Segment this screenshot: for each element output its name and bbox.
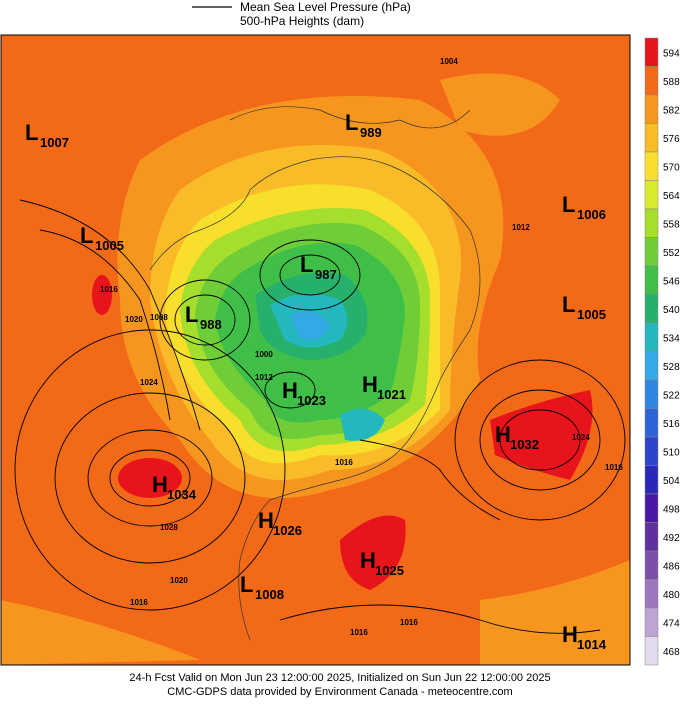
colorbar-label: 516 (663, 419, 680, 430)
center-value: 1021 (377, 387, 406, 402)
colorbar-cell (644, 208, 659, 238)
center-value: 1034 (167, 487, 197, 502)
colorbar-cell (644, 151, 659, 181)
center-letter: H (282, 378, 298, 403)
center-letter: H (562, 622, 578, 647)
center-value: 1008 (255, 587, 284, 602)
colorbar-label: 522 (663, 390, 680, 401)
isobar-label: 1016 (350, 628, 368, 637)
center-letter: L (25, 120, 38, 145)
isobar-label: 1016 (130, 598, 148, 607)
colorbar-cell (644, 322, 659, 352)
isobar-label: 1016 (605, 463, 623, 472)
footer-line1: 24-h Fcst Valid on Mon Jun 23 12:00:00 2… (129, 672, 550, 684)
legend-pressure: Mean Sea Level Pressure (hPa) (240, 0, 411, 14)
footer-line2: CMC-GDPS data provided by Environment Ca… (167, 686, 512, 698)
colorbar-label: 468 (663, 647, 680, 658)
colorbar-label: 546 (663, 276, 680, 287)
isobar-label: 1016 (335, 458, 353, 467)
colorbar-cell (644, 237, 659, 267)
colorbar-cell (644, 579, 659, 609)
legend-heights: 500-hPa Heights (dam) (240, 14, 364, 28)
center-value: 1032 (510, 437, 539, 452)
isobar-label: 1020 (170, 576, 188, 585)
colorbar-cell (644, 265, 659, 295)
colorbar-label: 528 (663, 362, 680, 373)
colorbar-cell (644, 436, 659, 466)
colorbar-cell (644, 379, 659, 409)
isobar-label: 1024 (572, 433, 590, 442)
center-letter: L (240, 572, 253, 597)
colorbar-cell (644, 550, 659, 580)
colorbar-cell (644, 636, 659, 666)
colorbar-cell (644, 522, 659, 552)
center-letter: L (185, 302, 198, 327)
colorbar-label: 594 (663, 48, 680, 59)
colorbar-label: 504 (663, 476, 680, 487)
colorbar-cell (644, 94, 659, 124)
colorbar-label: 564 (663, 191, 680, 202)
colorbar-label: 552 (663, 248, 680, 259)
map (0, 34, 631, 666)
center-value: 1006 (577, 207, 606, 222)
colorbar-label: 540 (663, 305, 680, 316)
isobar-label: 1012 (512, 223, 530, 232)
isobar-labels: 1004 1012 1016 1020 1008 1024 1028 1020 1016 1016… (100, 57, 623, 637)
colorbar-cell (644, 408, 659, 438)
center-letter: L (345, 110, 358, 135)
colorbar-label: 486 (663, 561, 680, 572)
colorbar-cell (644, 37, 659, 67)
isobar-label: 1016 (400, 618, 418, 627)
center-letter: H (362, 372, 378, 397)
isobar-label: 1008 (150, 313, 168, 322)
colorbar-label: 576 (663, 134, 680, 145)
colorbar-cell (644, 123, 659, 153)
colorbar-cell (644, 180, 659, 210)
center-value: 1025 (375, 563, 404, 578)
colorbar-label: 588 (663, 77, 680, 88)
center-letter: L (562, 192, 575, 217)
colorbar-label: 582 (663, 105, 680, 116)
colorbar: 594 588 582 576 570 564 558 552 546 540 534 528 522 5… (644, 37, 680, 666)
isobar-label: 1024 (140, 378, 158, 387)
colorbar-label: 570 (663, 162, 680, 173)
center-letter: H (360, 548, 376, 573)
center-letter: L (300, 252, 313, 277)
isobar-label: 1020 (125, 315, 143, 324)
colorbar-label: 492 (663, 533, 680, 544)
center-letter: L (80, 223, 93, 248)
colorbar-label: 534 (663, 333, 680, 344)
colorbar-label: 558 (663, 219, 680, 230)
colorbar-cell (644, 294, 659, 324)
center-value: 1023 (297, 393, 326, 408)
center-letter: H (258, 508, 274, 533)
center-value: 1005 (577, 307, 606, 322)
center-value: 987 (315, 267, 337, 282)
center-value: 1005 (95, 238, 124, 253)
colorbar-label: 474 (663, 618, 680, 629)
isobar-label: 1000 (255, 350, 273, 359)
isobar-label: 1004 (440, 57, 458, 66)
center-value: 1007 (40, 135, 69, 150)
center-value: 989 (360, 125, 382, 140)
colorbar-label: 498 (663, 504, 680, 515)
center-letter: H (152, 472, 168, 497)
colorbar-label: 480 (663, 590, 680, 601)
center-letter: L (562, 292, 575, 317)
colorbar-cell (644, 607, 659, 637)
isobar-label: 1016 (100, 285, 118, 294)
colorbar-cell (644, 66, 659, 96)
center-value: 1026 (273, 523, 302, 538)
center-value: 988 (200, 317, 222, 332)
center-letter: H (495, 422, 511, 447)
colorbar-cell (644, 493, 659, 523)
colorbar-cell (644, 351, 659, 381)
isobar-label: 1012 (255, 373, 273, 382)
colorbar-label: 510 (663, 447, 680, 458)
colorbar-cell (644, 465, 659, 495)
center-value: 1014 (577, 637, 607, 652)
isobar-label: 1028 (160, 523, 178, 532)
